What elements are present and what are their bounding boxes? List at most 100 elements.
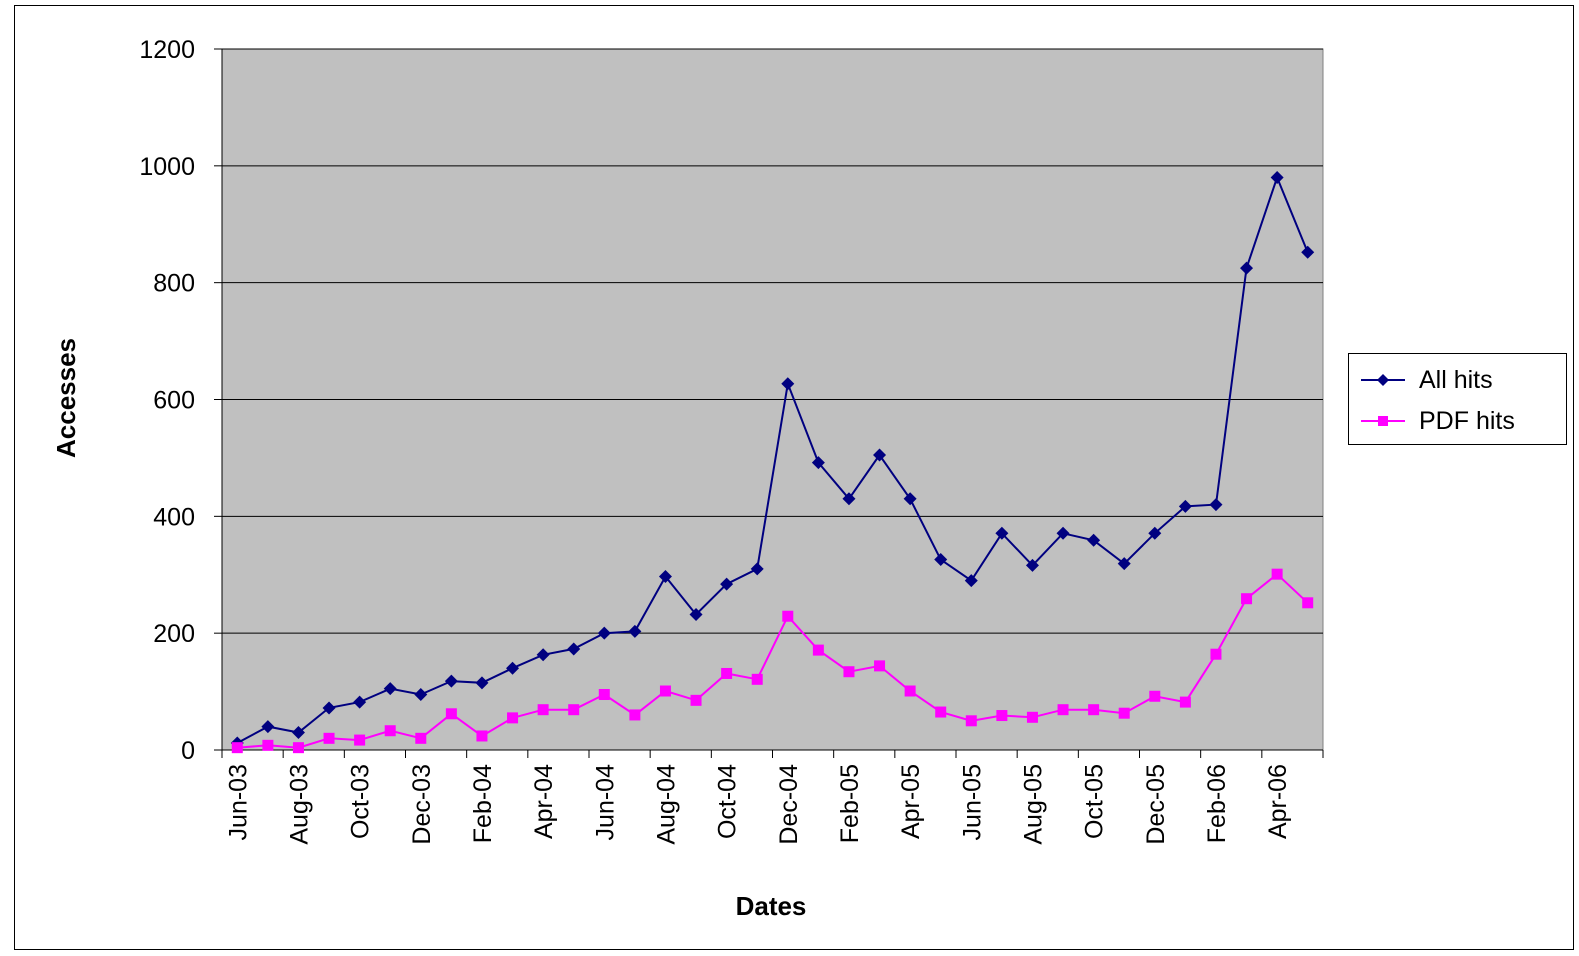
data-point-all-hits-Sep-03 — [322, 701, 336, 715]
x-tick-label-Jun-03: Jun-03 — [224, 764, 252, 840]
data-point-all-hits-Feb-04 — [475, 676, 489, 690]
x-tick-label-Feb-05: Feb-05 — [836, 764, 864, 843]
series-pdf-hits — [231, 568, 1314, 754]
data-point-pdf-hits-Apr-06 — [1271, 568, 1283, 580]
data-point-all-hits-Jan-05 — [811, 456, 825, 470]
data-point-pdf-hits-Mar-05 — [874, 660, 886, 672]
data-point-all-hits-Apr-04 — [536, 648, 550, 662]
x-tick-label-Feb-04: Feb-04 — [469, 764, 497, 843]
x-tick-label-Jun-05: Jun-05 — [958, 764, 986, 840]
data-point-all-hits-Jun-04 — [597, 626, 611, 640]
data-point-pdf-hits-Dec-03 — [415, 732, 427, 744]
data-point-pdf-hits-Oct-05 — [1088, 704, 1100, 716]
data-point-all-hits-Sep-05 — [1056, 526, 1070, 540]
data-point-pdf-hits-Sep-04 — [690, 694, 702, 706]
data-point-pdf-hits-Apr-05 — [904, 685, 916, 697]
data-point-pdf-hits-May-04 — [568, 704, 580, 716]
data-point-pdf-hits-Aug-04 — [659, 685, 671, 697]
data-point-pdf-hits-Oct-04 — [721, 667, 733, 679]
legend-swatch-pdf-hits — [1361, 416, 1405, 426]
data-point-pdf-hits-Jan-05 — [812, 644, 824, 656]
data-point-pdf-hits-Jun-05 — [965, 715, 977, 727]
data-point-pdf-hits-Sep-05 — [1057, 704, 1069, 716]
x-tick-label-Aug-04: Aug-04 — [652, 764, 680, 845]
x-tick-label-Oct-03: Oct-03 — [347, 764, 375, 839]
data-point-pdf-hits-Aug-05 — [1026, 711, 1038, 723]
data-point-all-hits-Dec-05 — [1148, 526, 1162, 540]
data-point-pdf-hits-Oct-03 — [354, 734, 366, 746]
data-point-all-hits-Jan-06 — [1178, 499, 1192, 513]
data-point-all-hits-Nov-05 — [1117, 557, 1131, 571]
x-axis-title: Dates — [736, 891, 807, 921]
legend-item-all-hits: All hits — [1349, 364, 1568, 396]
x-tick-label-Aug-03: Aug-03 — [285, 764, 313, 845]
data-point-pdf-hits-Jan-04 — [445, 708, 457, 720]
data-point-all-hits-Dec-04 — [781, 377, 795, 391]
x-tick-label-Oct-05: Oct-05 — [1081, 764, 1109, 839]
data-point-all-hits-Nov-04 — [750, 562, 764, 576]
data-point-pdf-hits-Nov-05 — [1118, 707, 1130, 719]
data-point-all-hits-Aug-05 — [1025, 558, 1039, 572]
x-tick-label-Dec-05: Dec-05 — [1142, 764, 1170, 845]
data-point-pdf-hits-Aug-03 — [292, 742, 304, 754]
data-point-all-hits-Oct-03 — [353, 695, 367, 709]
data-point-all-hits-Mar-05 — [873, 448, 887, 462]
y-tick-label-1200: 1200 — [139, 36, 195, 64]
y-tick-label-200: 200 — [153, 620, 195, 648]
data-point-all-hits-May-06 — [1301, 245, 1315, 259]
data-point-pdf-hits-Feb-06 — [1210, 648, 1222, 660]
x-tick-label-Oct-04: Oct-04 — [714, 764, 742, 839]
data-point-all-hits-Aug-03 — [291, 725, 305, 739]
data-point-all-hits-Dec-03 — [414, 688, 428, 702]
data-point-pdf-hits-Feb-05 — [843, 666, 855, 678]
data-point-pdf-hits-Nov-03 — [384, 725, 396, 737]
y-tick-label-1000: 1000 — [139, 153, 195, 181]
legend: All hits PDF hits — [1348, 353, 1567, 445]
data-point-pdf-hits-Jul-03 — [262, 739, 274, 751]
axes: 0 200 400 600 800 1000 1200 Jun-03 Aug-03 Oct-03 D… — [139, 36, 1324, 845]
data-point-all-hits-Jun-05 — [964, 574, 978, 588]
x-tick-label-Feb-06: Feb-06 — [1203, 764, 1231, 843]
legend-swatch-all-hits — [1361, 374, 1405, 386]
series-lines — [230, 171, 1315, 754]
x-tick-label-Jun-04: Jun-04 — [591, 764, 619, 841]
data-point-all-hits-Feb-06 — [1209, 498, 1223, 512]
data-point-all-hits-May-05 — [934, 553, 948, 567]
data-point-all-hits-Mar-04 — [506, 661, 520, 675]
data-point-pdf-hits-Jul-04 — [629, 709, 641, 721]
x-tick-label-Apr-06: Apr-06 — [1264, 764, 1292, 839]
x-tick-label-Apr-04: Apr-04 — [530, 764, 558, 839]
data-point-all-hits-Jul-05 — [995, 526, 1009, 540]
data-point-all-hits-Apr-05 — [903, 492, 917, 506]
data-point-all-hits-Nov-03 — [383, 682, 397, 696]
data-point-pdf-hits-Apr-04 — [537, 704, 549, 716]
data-point-pdf-hits-Jan-06 — [1179, 696, 1191, 708]
y-tick-label-800: 800 — [153, 270, 195, 298]
data-point-all-hits-Sep-04 — [689, 607, 703, 621]
data-point-all-hits-Jul-04 — [628, 624, 642, 638]
data-point-all-hits-Oct-04 — [720, 577, 734, 591]
data-point-all-hits-Aug-04 — [658, 570, 672, 584]
x-tick-label-Dec-04: Dec-04 — [775, 764, 803, 845]
x-tick-label-Apr-05: Apr-05 — [897, 764, 925, 839]
data-point-pdf-hits-Mar-06 — [1241, 593, 1253, 605]
y-tick-label-0: 0 — [181, 737, 195, 765]
data-point-all-hits-Jan-04 — [444, 674, 458, 688]
data-point-all-hits-Jul-03 — [261, 720, 275, 734]
data-point-all-hits-Mar-06 — [1240, 261, 1254, 275]
data-point-all-hits-Oct-05 — [1087, 533, 1101, 547]
data-point-pdf-hits-Jun-04 — [598, 689, 610, 701]
legend-item-pdf-hits: PDF hits — [1349, 405, 1568, 437]
data-point-pdf-hits-Jul-05 — [996, 710, 1008, 722]
data-point-pdf-hits-Jun-03 — [231, 742, 243, 754]
y-tick-label-600: 600 — [153, 387, 195, 415]
data-point-all-hits-Feb-05 — [842, 492, 856, 506]
data-point-pdf-hits-Nov-04 — [751, 673, 763, 685]
x-tick-label-Aug-05: Aug-05 — [1019, 764, 1047, 845]
plot-area — [221, 48, 1324, 751]
data-point-pdf-hits-May-05 — [935, 706, 947, 718]
data-point-pdf-hits-Dec-05 — [1149, 690, 1161, 702]
y-axis-title: Accesses — [51, 338, 81, 458]
legend-label-all-hits: All hits — [1419, 366, 1493, 394]
